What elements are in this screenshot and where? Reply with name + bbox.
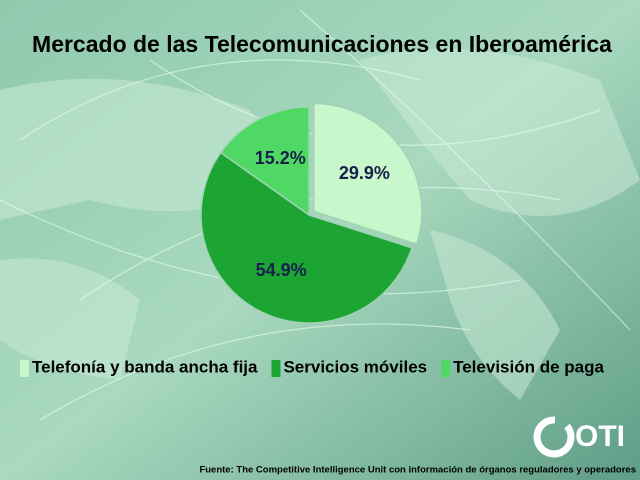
pie-slice bbox=[313, 102, 423, 246]
pie-slice bbox=[200, 151, 413, 324]
pie-slice bbox=[219, 106, 310, 217]
slice-label: 54.9% bbox=[256, 260, 307, 280]
logo-group: OTI bbox=[533, 416, 625, 458]
logo-icon bbox=[533, 416, 575, 458]
slice-label: 29.9% bbox=[339, 163, 390, 183]
legend-label: Servicios móviles bbox=[283, 357, 427, 376]
pie: 29.9% 54.9% 15.2% bbox=[200, 102, 423, 324]
legend-swatch bbox=[271, 360, 281, 377]
slice-label: 15.2% bbox=[255, 148, 306, 168]
legend-swatch bbox=[441, 360, 451, 377]
legend: Telefonía y banda ancha fija Servicios mó… bbox=[20, 357, 604, 377]
legend-swatch bbox=[20, 360, 29, 377]
source: Fuente: The Competitive Intelligence Uni… bbox=[199, 465, 636, 476]
chart-title: Mercado de las Telecomunicaciones en Ibe… bbox=[32, 31, 612, 57]
legend-label: Telefonía y banda ancha fija bbox=[32, 357, 258, 376]
legend-label: Televisión de paga bbox=[453, 357, 604, 376]
logo: OTI bbox=[575, 420, 625, 453]
